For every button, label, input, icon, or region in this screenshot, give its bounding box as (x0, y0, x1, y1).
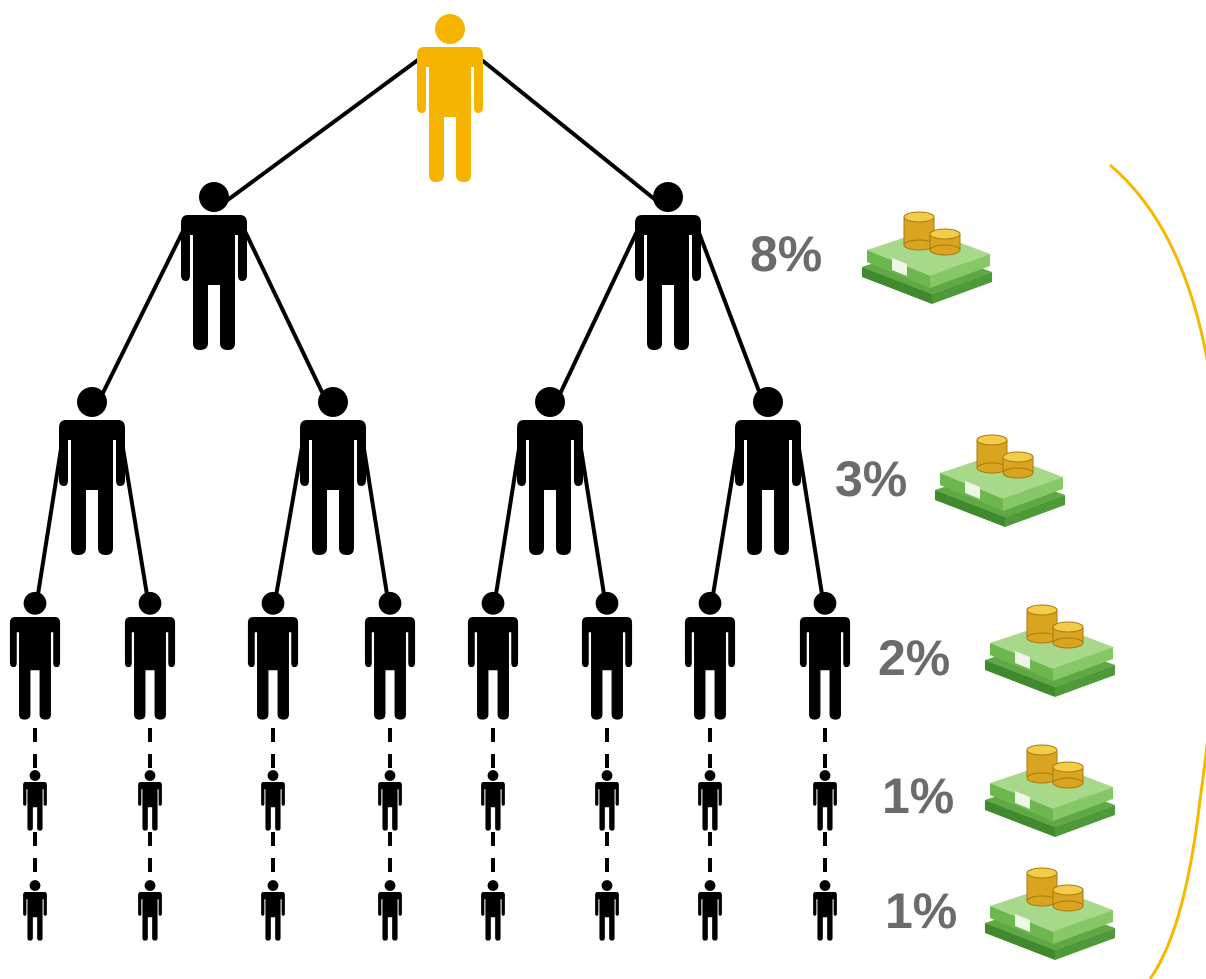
person-icon (467, 591, 519, 720)
person-icon (813, 880, 837, 941)
person-icon (378, 770, 402, 831)
tree-link (212, 55, 424, 212)
person-icon (261, 770, 285, 831)
person-icon (138, 770, 162, 831)
people (9, 14, 851, 941)
person-icon (635, 182, 701, 350)
person-icon (684, 591, 736, 720)
tree-link (90, 224, 188, 416)
person-icon (595, 880, 619, 941)
person-icon (23, 770, 47, 831)
person-icon (300, 387, 366, 555)
tree-link (548, 224, 642, 416)
person-icon (124, 591, 176, 720)
person-icon (698, 880, 722, 941)
person-icon (481, 770, 505, 831)
person-icon (698, 770, 722, 831)
tree-link (271, 429, 307, 614)
person-icon (799, 591, 851, 720)
money-icon (984, 744, 1116, 838)
person-icon (595, 770, 619, 831)
person-icon (181, 182, 247, 350)
person-icon (23, 880, 47, 941)
tree-link (240, 224, 335, 416)
money-icon (934, 434, 1066, 528)
reward-label: 3% (835, 451, 907, 507)
bracket-arc (1109, 163, 1206, 979)
person-icon (517, 387, 583, 555)
person-icon (364, 591, 416, 720)
reward-label: 2% (878, 630, 950, 686)
tree-links (33, 55, 827, 880)
person-icon (9, 591, 61, 720)
person-icon (138, 880, 162, 941)
tree-link (694, 224, 770, 416)
person-icon (59, 387, 125, 555)
money-icon (984, 604, 1116, 698)
reward-label: 8% (750, 226, 822, 282)
reward-label: 1% (885, 883, 957, 939)
person-icon (481, 880, 505, 941)
reward-label: 1% (882, 768, 954, 824)
tree-link (118, 429, 152, 614)
person-icon (813, 770, 837, 831)
person-icon (378, 880, 402, 941)
person-icon (581, 591, 633, 720)
money-icon (984, 867, 1116, 961)
person-icon (735, 387, 801, 555)
tree-link (476, 55, 670, 212)
person-icon (261, 880, 285, 941)
money-icon (861, 211, 993, 305)
person-icon (417, 14, 483, 182)
person-icon (247, 591, 299, 720)
